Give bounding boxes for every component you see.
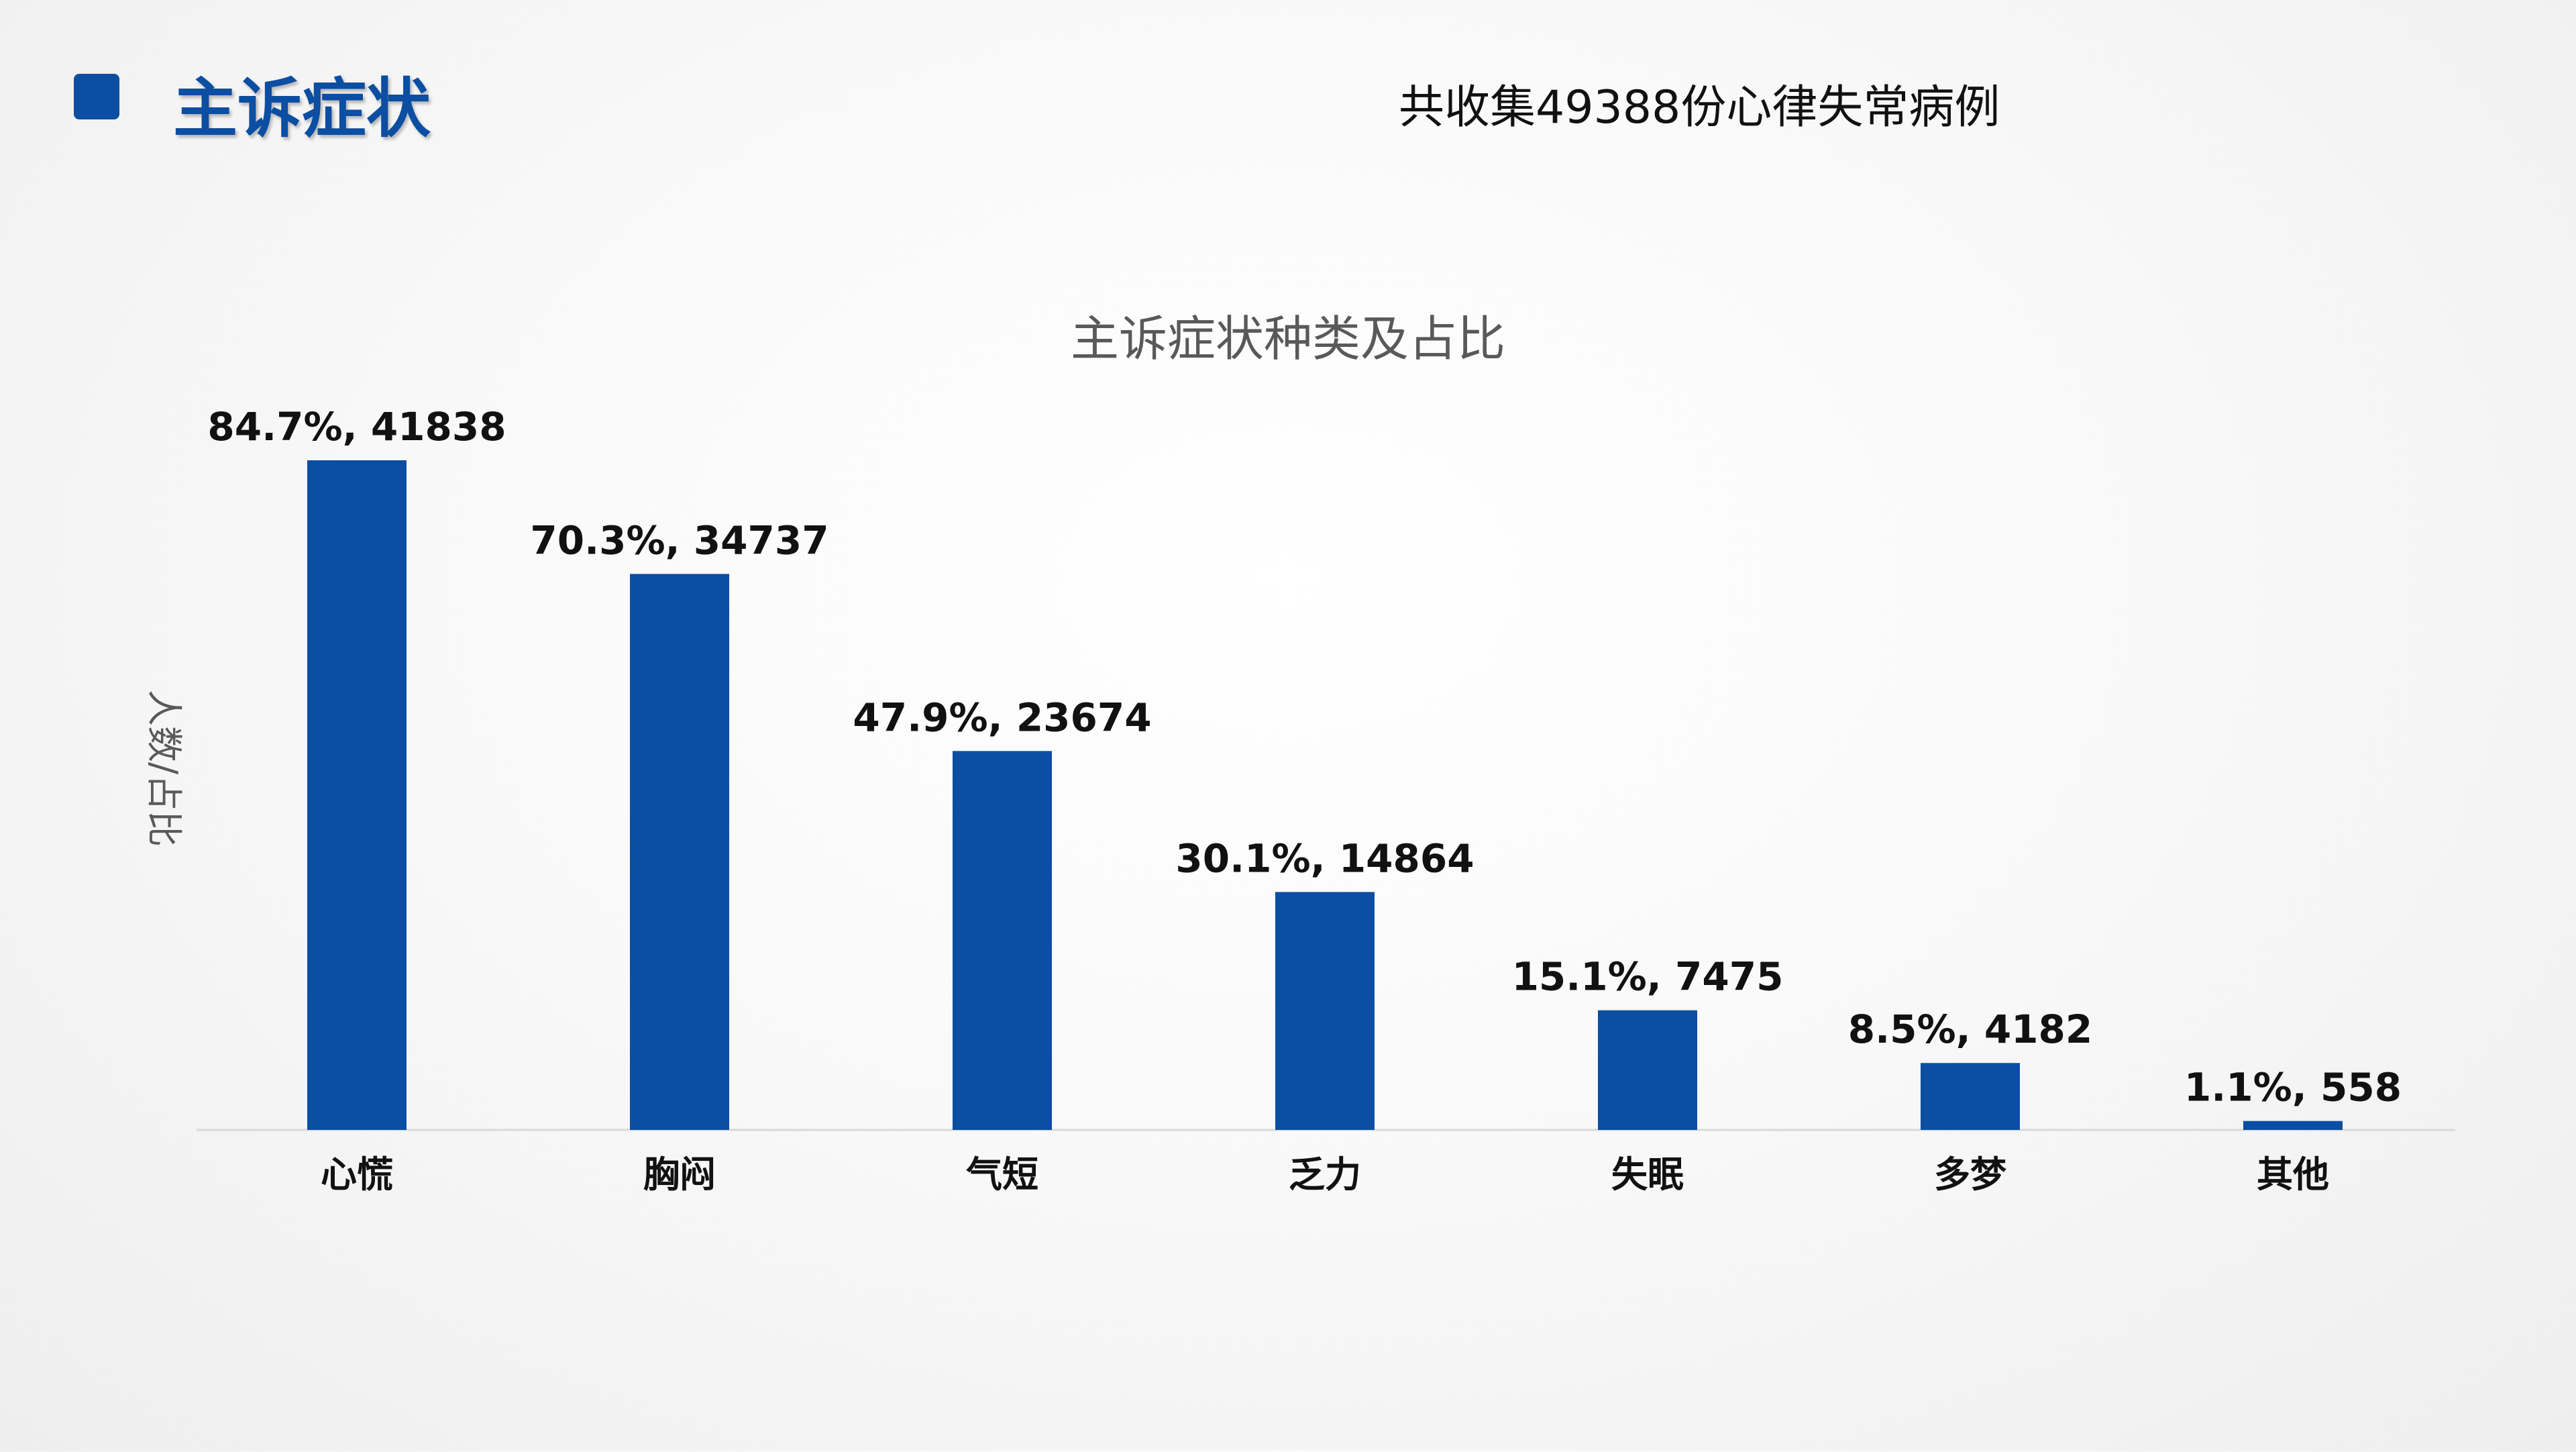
x-tick-label: 乏力 bbox=[1289, 1153, 1361, 1196]
page-title: 主诉症状 bbox=[173, 71, 431, 146]
bar-data-label: 70.3%, 34737 bbox=[530, 517, 828, 563]
bar-data-label: 1.1%, 558 bbox=[2184, 1065, 2402, 1110]
x-tick-label: 多梦 bbox=[1934, 1153, 2006, 1196]
bars-group: 84.7%, 41838 心慌 70.3%, 34737 胸闷 47.9%, 23674… bbox=[207, 404, 2402, 1196]
y-axis-title: 人数/占比 bbox=[143, 690, 185, 847]
x-tick-label: 心慌 bbox=[321, 1153, 393, 1196]
x-tick-label: 其他 bbox=[2257, 1153, 2329, 1196]
title-marker-square bbox=[74, 74, 119, 119]
bar-data-label: 30.1%, 14864 bbox=[1175, 835, 1474, 881]
bar-7 bbox=[2243, 1121, 2343, 1130]
x-tick-label: 气短 bbox=[966, 1153, 1038, 1196]
bar-4 bbox=[1275, 892, 1375, 1130]
bar-data-label: 47.9%, 23674 bbox=[853, 694, 1151, 740]
bar-data-label: 15.1%, 7475 bbox=[1512, 954, 1784, 1000]
bar-data-label: 84.7%, 41838 bbox=[207, 404, 506, 450]
chart-title: 主诉症状种类及占比 bbox=[1071, 311, 1505, 367]
bar-6 bbox=[1921, 1063, 2020, 1130]
bar-data-label: 8.5%, 4182 bbox=[1848, 1006, 2093, 1052]
x-tick-label: 失眠 bbox=[1611, 1153, 1684, 1196]
bar-3 bbox=[953, 751, 1052, 1130]
bar-5 bbox=[1598, 1010, 1697, 1130]
x-tick-label: 胸闷 bbox=[643, 1153, 716, 1196]
bar-2 bbox=[630, 574, 729, 1130]
bar-1 bbox=[307, 460, 407, 1130]
case-count-subtitle: 共收集49388份心律失常病例 bbox=[1399, 81, 2000, 134]
